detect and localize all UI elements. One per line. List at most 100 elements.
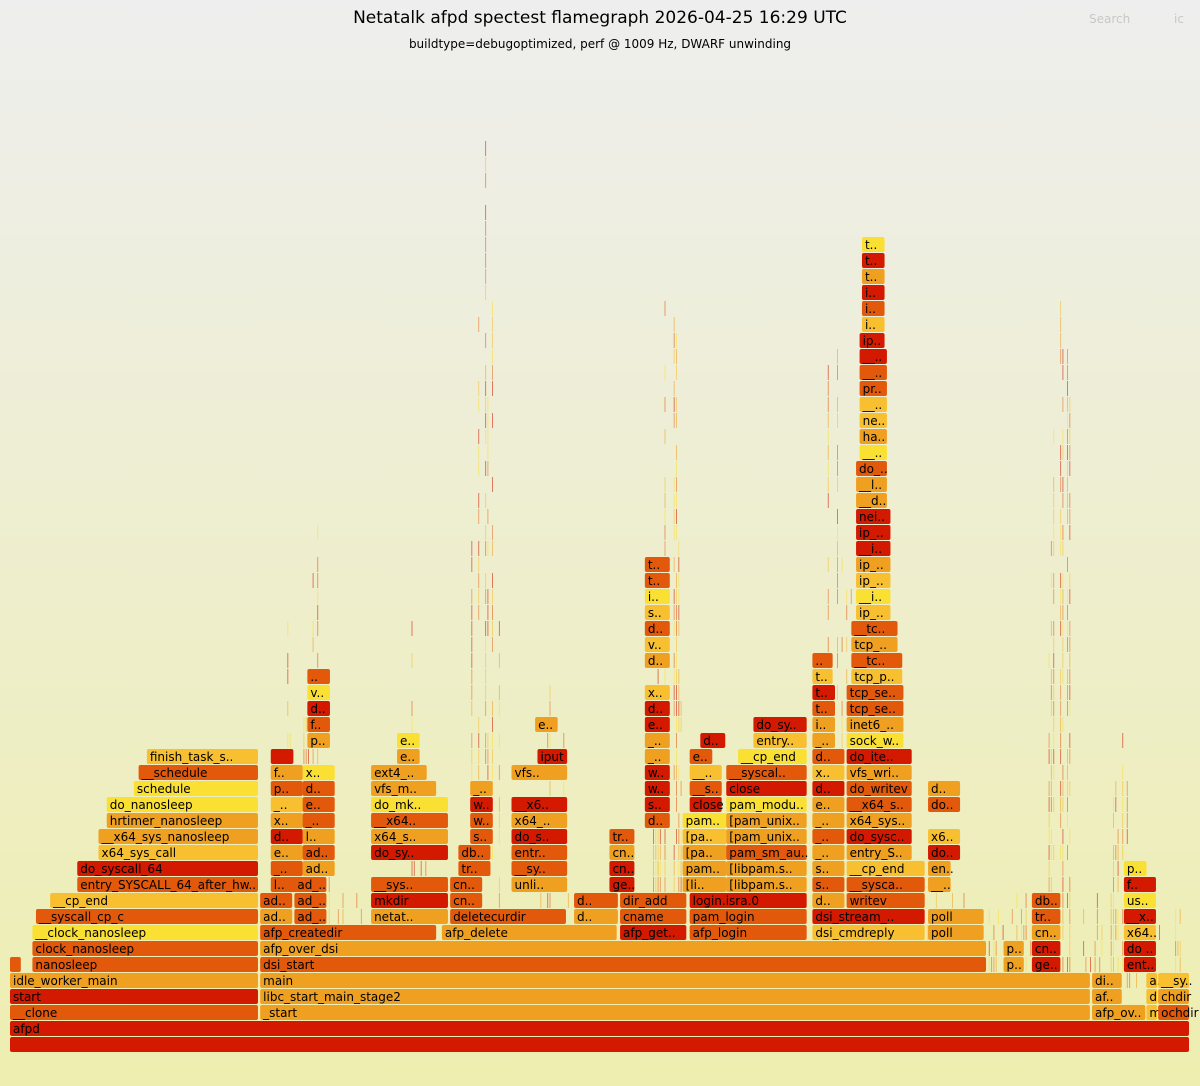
flame-frame[interactable]: _..: [470, 781, 493, 796]
flame-frame[interactable]: d..: [574, 909, 618, 924]
flame-frame[interactable]: ne..: [859, 413, 887, 428]
flame-frame[interactable]: mkdir: [371, 893, 448, 908]
flame-frame[interactable]: pam_login: [689, 909, 807, 924]
flame-frame-rect[interactable]: [689, 749, 713, 764]
flame-frame[interactable]: __syscall_cp_c: [35, 909, 258, 924]
flame-frame-rect[interactable]: [458, 845, 491, 860]
flame-frame[interactable]: cn..: [609, 861, 635, 876]
flame-frame[interactable]: _start: [260, 1005, 1090, 1020]
flame-frame-rect[interactable]: [812, 925, 925, 940]
flame-frame-rect[interactable]: [644, 685, 670, 700]
flame-frame-rect[interactable]: [726, 829, 807, 844]
flame-frame-rect[interactable]: [812, 765, 845, 780]
flame-frame[interactable]: __clock_nanosleep: [32, 925, 258, 940]
flame-frame-rect[interactable]: [644, 589, 670, 604]
flame-frame-rect[interactable]: [1003, 941, 1024, 956]
flame-frame[interactable]: ip..: [859, 333, 885, 348]
flame-frame-rect[interactable]: [511, 845, 568, 860]
flame-frame[interactable]: db..: [458, 845, 491, 860]
flame-frame[interactable]: tcp_..: [851, 637, 898, 652]
flame-frame[interactable]: s..: [812, 877, 845, 892]
flame-frame[interactable]: do_nanosleep: [106, 797, 258, 812]
flame-frame[interactable]: dsi_stream_..: [812, 909, 925, 924]
flame-frame[interactable]: p..: [307, 733, 330, 748]
flame-frame[interactable]: p..: [1003, 941, 1024, 956]
flame-frame-rect[interactable]: [726, 861, 807, 876]
flame-frame[interactable]: do..: [928, 797, 961, 812]
flame-frame-rect[interactable]: [371, 909, 448, 924]
flame-frame[interactable]: __schedule: [138, 765, 258, 780]
flame-frame[interactable]: t..: [644, 573, 670, 588]
flame-frame[interactable]: do_mk..: [371, 797, 448, 812]
flame-frame[interactable]: di..: [1092, 973, 1122, 988]
flame-frame[interactable]: i..: [861, 285, 885, 300]
flame-frame[interactable]: ad..: [302, 861, 335, 876]
flame-frame-rect[interactable]: [470, 829, 493, 844]
flame-frame[interactable]: entry_SYSCALL_64_after_hw..: [77, 877, 258, 892]
flame-frame[interactable]: afp_ov..: [1092, 1005, 1146, 1020]
flame-frame[interactable]: t..: [812, 701, 835, 716]
flame-frame[interactable]: __s..: [689, 781, 722, 796]
flame-frame[interactable]: deletecurdir: [450, 909, 566, 924]
flame-frame-rect[interactable]: [10, 1005, 258, 1020]
flame-frame-rect[interactable]: [856, 493, 887, 508]
flame-frame-rect[interactable]: [856, 573, 891, 588]
flame-frame[interactable]: _..: [812, 733, 835, 748]
flame-frame[interactable]: [libpam.s..: [726, 877, 807, 892]
flame-frame-rect[interactable]: [812, 909, 925, 924]
flame-frame-rect[interactable]: [644, 717, 670, 732]
flame-frame-rect[interactable]: [812, 653, 833, 668]
flame-frame-rect[interactable]: [270, 781, 303, 796]
flame-frame-rect[interactable]: [535, 717, 558, 732]
flame-frame-rect[interactable]: [511, 765, 568, 780]
flame-frame[interactable]: hrtimer_nanosleep: [106, 813, 258, 828]
flame-frame-rect[interactable]: [397, 749, 420, 764]
flame-frame-rect[interactable]: [861, 285, 885, 300]
flame-frame[interactable]: __sy..: [1158, 973, 1192, 988]
flame-frame[interactable]: i..: [861, 301, 885, 316]
flame-frame-rect[interactable]: [1092, 989, 1122, 1004]
flame-frame[interactable]: afpd: [10, 1021, 1189, 1036]
flame-frame[interactable]: chdir: [1158, 989, 1191, 1004]
flame-frame-rect[interactable]: [812, 861, 845, 876]
flame-frame-rect[interactable]: [260, 1005, 1090, 1020]
flame-frame-rect[interactable]: [689, 909, 807, 924]
flame-frame-rect[interactable]: [861, 317, 885, 332]
flame-frame[interactable]: dsi_start: [260, 957, 987, 972]
flame-frame-rect[interactable]: [812, 813, 845, 828]
flame-frame-rect[interactable]: [846, 845, 912, 860]
flame-frame-rect[interactable]: [371, 845, 448, 860]
flame-frame[interactable]: do_s..: [511, 829, 568, 844]
flame-frame[interactable]: [pa..: [682, 829, 727, 844]
flame-frame[interactable]: d..: [928, 781, 961, 796]
flame-frame[interactable]: d..: [307, 701, 330, 716]
flame-frame[interactable]: cn..: [609, 845, 635, 860]
flame-frame-rect[interactable]: [812, 733, 835, 748]
flame-frame-rect[interactable]: [10, 973, 258, 988]
flame-frame-rect[interactable]: [859, 397, 887, 412]
flame-frame-rect[interactable]: [851, 669, 903, 684]
flame-frame-rect[interactable]: [470, 797, 493, 812]
flame-frame-rect[interactable]: [511, 813, 568, 828]
flame-frame-rect[interactable]: [859, 333, 885, 348]
flame-frame-rect[interactable]: [644, 653, 670, 668]
flame-frame[interactable]: _..: [644, 749, 670, 764]
flame-frame-rect[interactable]: [856, 557, 891, 572]
flame-frame[interactable]: __l..: [856, 477, 887, 492]
flame-frame[interactable]: s..: [644, 797, 670, 812]
flame-frame[interactable]: x..: [644, 685, 670, 700]
flame-frame-rect[interactable]: [689, 781, 722, 796]
flame-frame[interactable]: __i..: [856, 589, 891, 604]
flame-frame-rect[interactable]: [861, 253, 885, 268]
flame-frame[interactable]: _..: [270, 797, 303, 812]
flame-frame[interactable]: e..: [535, 717, 558, 732]
flame-frame-rect[interactable]: [511, 797, 568, 812]
flame-frame[interactable]: f..: [1123, 877, 1156, 892]
flame-frame[interactable]: [10, 957, 21, 972]
flame-frame[interactable]: netat..: [371, 909, 448, 924]
flame-frame-rect[interactable]: [620, 925, 687, 940]
flame-frame-rect[interactable]: [1158, 973, 1189, 988]
flame-frame[interactable]: us..: [1123, 893, 1156, 908]
flame-frame[interactable]: t..: [812, 685, 835, 700]
flame-frame[interactable]: ad_..: [294, 893, 327, 908]
